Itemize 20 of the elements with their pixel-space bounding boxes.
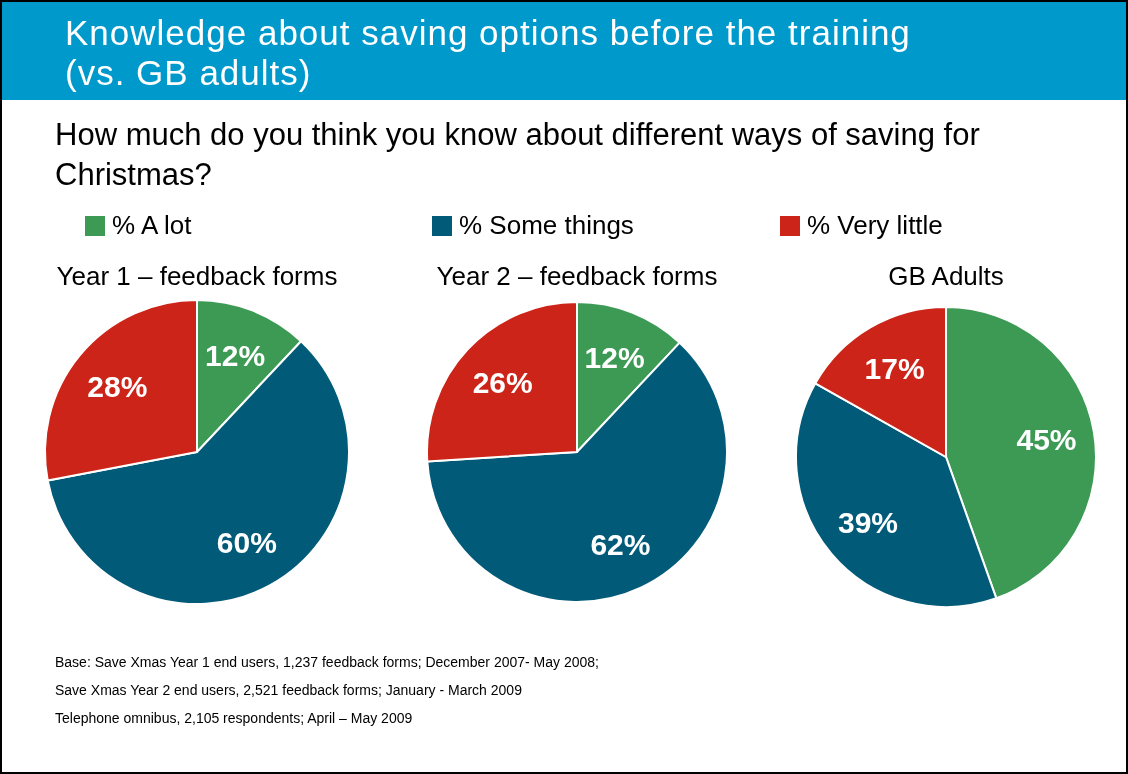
text: Telephone omnibus, 2,105 respondents; April – May 2009 <box>55 710 413 726</box>
data-label: 39% <box>837 506 898 540</box>
data-label: 62% <box>590 527 651 561</box>
data-label: 17% <box>864 352 925 386</box>
data-label: 12% <box>205 339 266 373</box>
data-label: 28% <box>87 369 148 403</box>
text: Knowledge about saving options before the training (vs. GB adults) <box>65 13 911 92</box>
data-label: 45% <box>1016 423 1077 457</box>
text: Save Xmas Year 2 end users, 2,521 feedback forms; January - March 2009 <box>55 682 523 698</box>
data-label: 60% <box>216 526 277 560</box>
legend-label: % Some things <box>459 210 634 240</box>
chart-title: GB Adults <box>888 261 1004 291</box>
data-label: 26% <box>472 365 533 399</box>
text: How much do you think you know about different ways of saving for Christmas? <box>55 117 980 192</box>
data-label: 12% <box>584 340 645 374</box>
chart-title: Year 2 – feedback forms <box>436 261 718 291</box>
legend-label: % Very little <box>807 210 943 240</box>
text: Base: Save Xmas Year 1 end users, 1,237 feedback forms; December 2007- May 2008; <box>55 654 599 670</box>
text: Year 1 – feedback forms <box>56 261 338 291</box>
legend-label: % A lot <box>112 210 193 240</box>
